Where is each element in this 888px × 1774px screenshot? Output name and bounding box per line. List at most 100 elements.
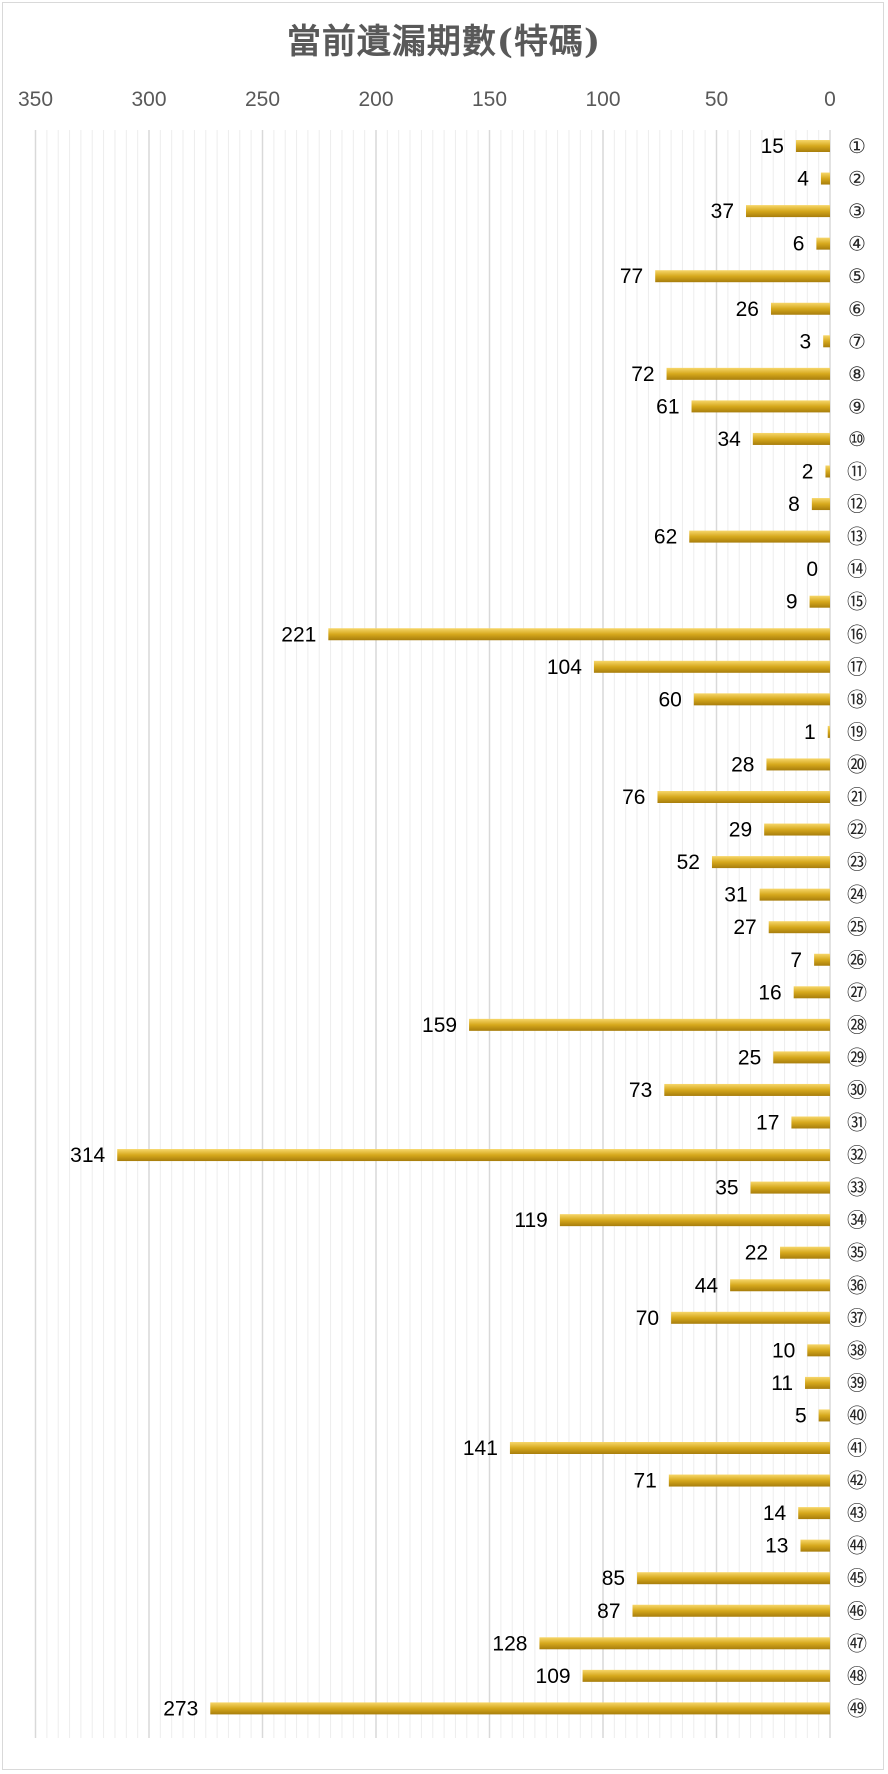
bar [752, 432, 830, 445]
data-label: 26 [736, 298, 759, 321]
data-label: 13 [765, 1535, 788, 1558]
bar [691, 400, 830, 413]
category-label: ㉘ [847, 1013, 867, 1037]
category-label: ⑳ [847, 752, 867, 776]
data-label: 73 [629, 1079, 652, 1102]
x-tick-label: 250 [245, 88, 280, 111]
data-label: 62 [654, 526, 677, 549]
data-label: 9 [786, 591, 798, 614]
category-label: ⑩ [848, 427, 866, 451]
data-label: 8 [788, 493, 800, 516]
category-label: ⑰ [847, 655, 867, 679]
bar [509, 1442, 830, 1454]
data-label: 29 [729, 819, 752, 842]
category-label: ㊳ [847, 1338, 867, 1362]
x-tick-label: 300 [131, 88, 166, 111]
data-label: 76 [622, 786, 645, 809]
data-label: 3 [800, 330, 812, 353]
category-label: ⑤ [848, 264, 866, 288]
x-tick-label: 150 [472, 88, 507, 111]
data-label: 273 [163, 1697, 198, 1720]
category-label: ⑲ [847, 720, 867, 744]
data-label: 2 [802, 461, 814, 484]
category-label: ⑱ [847, 687, 867, 711]
bar [820, 172, 830, 185]
category-label: ⑯ [847, 622, 867, 646]
category-label: ⑦ [848, 329, 866, 353]
bar [730, 1279, 830, 1292]
data-label: 44 [695, 1274, 719, 1297]
x-tick-label: 100 [585, 88, 620, 111]
category-label: ④ [848, 232, 866, 256]
data-label: 22 [745, 1242, 768, 1265]
bar [582, 1669, 830, 1682]
data-label: 6 [793, 233, 805, 256]
category-label: ㊱ [847, 1273, 867, 1297]
bar [637, 1572, 830, 1585]
category-label: ㊷ [847, 1469, 867, 1493]
bar [773, 1051, 830, 1064]
category-label: ㉕ [847, 915, 867, 939]
bar [632, 1604, 830, 1617]
x-tick-label: 50 [705, 88, 728, 111]
category-label: ⑬ [847, 525, 867, 549]
bar [766, 758, 830, 771]
category-label: ㊶ [847, 1436, 867, 1460]
category-label: ⑮ [847, 590, 867, 614]
data-label: 25 [738, 1046, 761, 1069]
bar [770, 302, 830, 315]
bar [793, 986, 830, 999]
category-label: ㊼ [847, 1631, 867, 1655]
category-label: ③ [848, 199, 866, 223]
data-label: 16 [758, 981, 781, 1004]
bar [693, 693, 830, 706]
data-label: 141 [463, 1437, 498, 1460]
bar [593, 660, 830, 673]
category-label: ㊽ [847, 1664, 867, 1688]
data-label: 61 [656, 395, 679, 418]
bar [827, 725, 830, 738]
bar [469, 1018, 830, 1031]
bar [764, 823, 830, 836]
bar [559, 1214, 830, 1227]
data-label: 4 [797, 168, 809, 191]
data-label: 28 [731, 753, 754, 776]
category-label: ① [848, 134, 866, 158]
category-label: ㉟ [847, 1241, 867, 1265]
category-label: ㉖ [847, 948, 867, 972]
bar [657, 791, 830, 803]
x-tick-label: 0 [824, 88, 836, 111]
category-label: ㊻ [847, 1599, 867, 1623]
grid-lines [34, 130, 831, 1738]
data-label: 17 [756, 1112, 779, 1135]
chart-title: 當前遺漏期數(特碼) [286, 22, 602, 62]
category-label: ㊸ [847, 1501, 867, 1525]
bars [117, 140, 831, 1715]
x-axis-ticks: 350 300 250 200 150 100 50 0 [18, 88, 836, 111]
category-label: ⑪ [847, 460, 867, 484]
data-label: 11 [771, 1372, 793, 1395]
data-label: 35 [715, 1177, 738, 1200]
bar [689, 530, 830, 543]
category-label: ㉚ [847, 1078, 867, 1102]
data-label: 221 [281, 623, 316, 646]
bar [825, 465, 830, 478]
bar [791, 1116, 830, 1129]
x-tick-label: 350 [18, 88, 53, 111]
data-label: 37 [711, 200, 734, 223]
category-label: ㊺ [847, 1566, 867, 1590]
category-label: ㊾ [847, 1696, 867, 1720]
category-label: ⑫ [847, 492, 867, 516]
data-label: 10 [772, 1339, 795, 1362]
bar [117, 1149, 831, 1162]
bar [818, 1409, 830, 1422]
category-label: ㉜ [847, 1143, 867, 1167]
bar [746, 205, 830, 218]
bar [809, 595, 830, 608]
category-label: ⑧ [848, 362, 866, 386]
category-label: ㉝ [847, 1176, 867, 1200]
bar [798, 1507, 830, 1520]
data-label: 15 [761, 135, 784, 158]
bar [780, 1246, 830, 1259]
data-label: 70 [636, 1307, 659, 1330]
